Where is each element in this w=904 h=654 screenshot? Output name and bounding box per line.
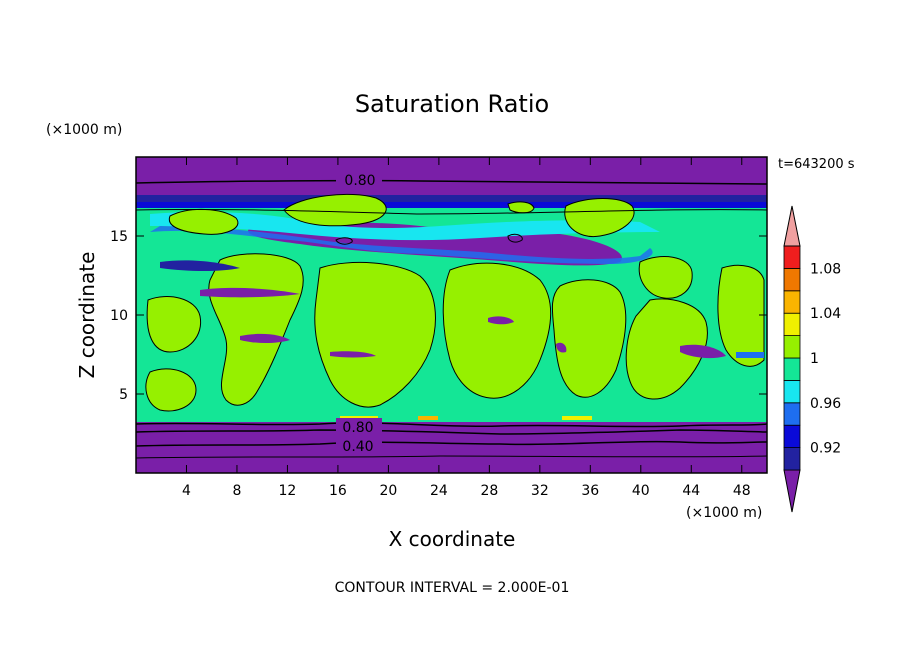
green-cap-2 [564, 198, 635, 238]
colorbar-segment [783, 357, 801, 381]
colorbar-lower-extension [783, 469, 801, 513]
colorbar-segment [783, 312, 801, 337]
colorbar-segment [783, 335, 801, 359]
x-tick-label: 12 [279, 483, 297, 499]
colorbar-segment [783, 267, 801, 292]
contour-label-upper: 0.80 [344, 173, 375, 189]
y-tick-label: 5 [119, 387, 128, 403]
y-tick-label: 15 [110, 229, 128, 245]
x-tick-label: 4 [182, 483, 191, 499]
colorbar-tick-label: 0.96 [810, 396, 841, 412]
y-axis-label: Z coordinate [75, 252, 99, 379]
upper-blue-fringe [150, 226, 653, 264]
x-tick-label: 20 [379, 483, 397, 499]
colorbar-segment [783, 424, 801, 449]
upper-dry-layer [136, 157, 767, 197]
colorbar-segment [783, 290, 801, 314]
mid-level-clouds [145, 253, 765, 412]
contour-label-lower: 0.80 [342, 420, 373, 436]
plot-field: 0.80 0.80 0.40 [135, 156, 768, 474]
x-axis-label: X coordinate [389, 527, 516, 551]
x-tick-label: 24 [430, 483, 448, 499]
colorbar-segment [783, 245, 801, 269]
colorbar-segment [783, 402, 801, 426]
colorbar-tick-label: 1.04 [810, 306, 841, 322]
upper-cyan-patch [150, 212, 660, 241]
x-tick-label: 36 [581, 483, 599, 499]
colorbar-segment [783, 379, 801, 404]
green-cap-4 [507, 201, 535, 214]
x-tick-label: 44 [682, 483, 700, 499]
colorbar: 1.08 1.04 1 0.96 0.92 [783, 205, 841, 513]
x-tick-label: 16 [329, 483, 347, 499]
green-cap-1 [283, 193, 387, 227]
x-tick-label: 32 [531, 483, 549, 499]
y-axis: 5 10 15 [110, 229, 767, 403]
colorbar-tick-label: 1 [810, 351, 819, 367]
contour-lines [135, 179, 768, 459]
colorbar-tick-label: 0.92 [810, 441, 841, 457]
x-tick-label: 28 [480, 483, 498, 499]
colorbar-tick-label: 1.08 [810, 261, 841, 277]
contour-label-bottom: 0.40 [342, 439, 373, 455]
tropopause-band-inner [136, 202, 767, 208]
x-tick-label: 48 [733, 483, 751, 499]
x-tick-label: 8 [232, 483, 241, 499]
colorbar-segment [783, 447, 801, 471]
chart-title: Saturation Ratio [355, 90, 549, 118]
time-label: t=643200 s [778, 157, 855, 172]
x-unit-label: (×1000 m) [686, 505, 762, 521]
contour-interval-note: CONTOUR INTERVAL = 2.000E-01 [335, 580, 570, 596]
dry-streaks [160, 260, 764, 359]
x-axis: 4 8 12 16 20 24 28 32 36 40 44 48 [182, 157, 751, 499]
colorbar-upper-extension [783, 205, 801, 247]
x-tick-label: 40 [632, 483, 650, 499]
y-tick-label: 10 [110, 308, 128, 324]
y-unit-label: (×1000 m) [46, 122, 122, 138]
